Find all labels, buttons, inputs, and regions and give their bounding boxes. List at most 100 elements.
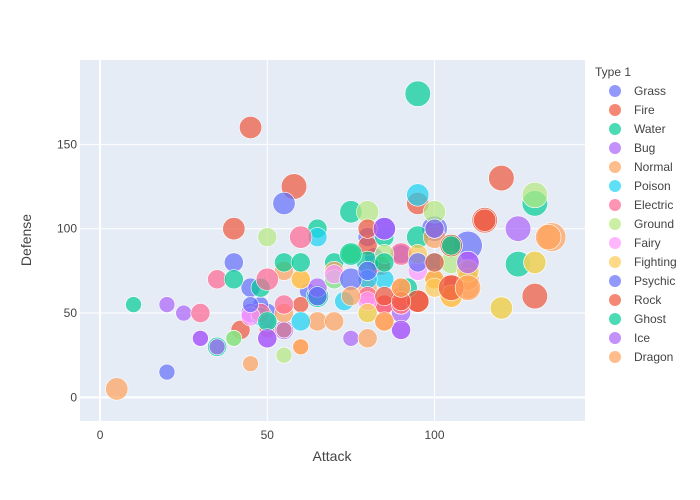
data-point-dragon[interactable] [292,338,310,356]
legend-label: Normal [634,160,673,174]
data-point-electric[interactable] [275,321,293,339]
data-point-ghost[interactable] [257,311,278,332]
data-point-ghost[interactable] [274,252,294,273]
legend-label: Fighting [634,255,677,269]
data-point-dragon[interactable] [374,311,395,332]
legend-label: Dragon [634,350,673,364]
legend-item-rock[interactable]: Rock [609,293,662,307]
data-point-psychic[interactable] [242,296,259,313]
legend-label: Fairy [634,236,661,250]
data-point-ground[interactable] [257,227,278,248]
data-point-dragon[interactable] [535,224,562,251]
data-point-bug[interactable] [175,304,192,322]
data-point-bug[interactable] [158,296,176,313]
data-point-ground[interactable] [275,346,293,364]
legend-label: Rock [634,293,662,307]
data-point-bug[interactable] [342,330,360,347]
data-point-ghost[interactable] [223,269,244,290]
legend-item-normal[interactable]: Normal [609,160,673,174]
legend-label: Ice [634,331,650,345]
y-tick-label: 150 [57,137,77,151]
legend-item-fighting[interactable]: Fighting [609,255,677,269]
legend-item-bug[interactable]: Bug [609,141,655,155]
legend[interactable]: Type 1 Grass Fire Water Bug Normal Poison Elec… [595,65,677,364]
legend-label: Fire [634,103,655,117]
data-point-psychic[interactable] [424,218,445,239]
data-point-psychic[interactable] [223,252,244,273]
data-point-fighting[interactable] [523,250,547,274]
legend-item-ground[interactable]: Ground [609,217,674,231]
legend-item-dragon[interactable]: Dragon [609,350,673,364]
legend-marker [609,180,621,192]
data-point-psychic[interactable] [407,252,428,273]
data-point-ice[interactable] [456,250,480,274]
data-point-psychic[interactable] [307,286,328,307]
legend-item-fire[interactable]: Fire [609,103,655,117]
data-point-ghost[interactable] [290,252,311,273]
data-point-grass[interactable] [158,363,176,381]
data-point-fire[interactable] [488,164,515,192]
data-point-ice[interactable] [372,217,396,241]
data-point-ice[interactable] [391,320,411,340]
legend-item-psychic[interactable]: Psychic [609,274,675,288]
data-point-bug[interactable] [505,215,532,242]
legend-item-poison[interactable]: Poison [609,179,671,193]
legend-label: Poison [634,179,671,193]
data-point-rock[interactable] [424,252,445,273]
legend-label: Grass [634,84,666,98]
data-point-normal[interactable] [242,355,259,372]
data-point-normal[interactable] [307,311,328,332]
data-point-electric[interactable] [190,303,211,323]
data-point-normal[interactable] [105,377,129,401]
data-point-ghost[interactable] [339,242,363,266]
legend-item-fairy[interactable]: Fairy [609,236,661,250]
legend-item-ice[interactable]: Ice [609,331,650,345]
data-point-electric[interactable] [255,267,279,291]
data-point-normal[interactable] [357,328,378,349]
legend-item-electric[interactable]: Electric [609,198,673,212]
data-point-ground[interactable] [521,181,548,209]
data-point-water[interactable] [125,296,142,313]
data-point-electric[interactable] [207,269,228,290]
y-tick-labels: 0 50 100 150 [57,137,77,404]
legend-marker [609,161,621,173]
data-point-ice[interactable] [192,330,209,347]
data-point-ghost[interactable] [441,235,462,256]
data-point-poison[interactable] [290,311,311,332]
data-point-dragon[interactable] [454,274,482,301]
x-axis-title: Attack [313,448,353,464]
plot-background [80,60,585,421]
data-point-fire[interactable] [222,217,246,241]
data-point-ice[interactable] [257,328,278,349]
data-point-dragon[interactable] [391,277,411,298]
legend-label: Electric [634,198,673,212]
data-point-electric[interactable] [289,225,313,249]
data-point-poison[interactable] [406,183,430,207]
y-tick-label: 0 [70,390,77,404]
x-tick-label: 100 [424,428,444,442]
data-point-ground[interactable] [225,330,243,347]
legend-label: Psychic [634,274,675,288]
data-point-normal[interactable] [324,311,345,332]
legend-marker [609,85,621,97]
data-point-psychic[interactable] [272,191,296,215]
legend-item-water[interactable]: Water [609,122,666,136]
data-point-water[interactable] [404,80,431,107]
legend-item-grass[interactable]: Grass [609,84,666,98]
data-point-dragon[interactable] [340,286,361,307]
legend-marker [609,199,621,211]
legend-item-ghost[interactable]: Ghost [609,312,667,326]
data-point-bug[interactable] [208,338,226,356]
data-point-electric[interactable] [274,294,294,315]
data-point-fire[interactable] [521,283,548,310]
legend-items[interactable]: Grass Fire Water Bug Normal Poison Electric Gro… [609,84,677,364]
data-point-psychic[interactable] [357,260,378,281]
data-point-fighting[interactable] [489,296,513,320]
data-point-ghost[interactable] [374,252,395,273]
data-point-fire[interactable] [239,115,263,139]
data-point-poison[interactable] [374,269,395,290]
data-point-fighting[interactable] [290,269,311,290]
data-point-rock[interactable] [473,208,497,232]
data-point-rock[interactable] [374,286,395,307]
data-point-fighting[interactable] [357,303,378,323]
